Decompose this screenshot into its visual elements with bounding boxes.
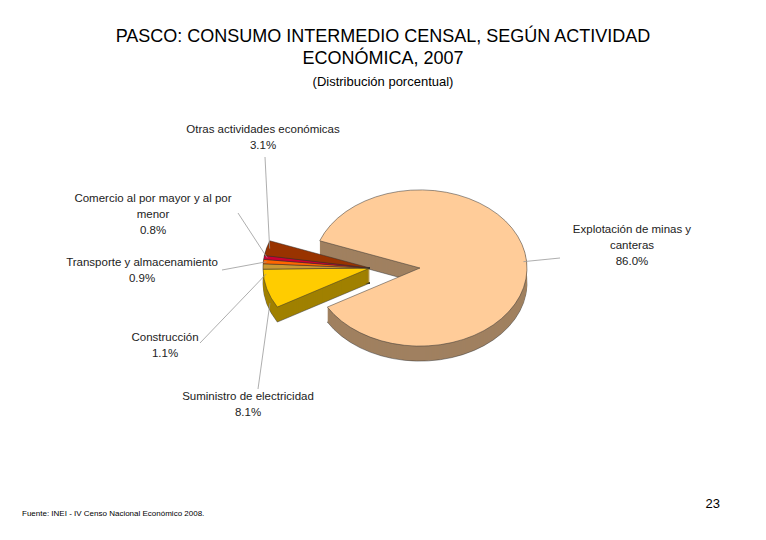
slice-label: Comercio al por mayor y al pormenor xyxy=(74,192,231,220)
labels: Explotación de minas ycanteras 86.0% Sumin… xyxy=(66,123,691,418)
slice-label: Suministro de electricidad xyxy=(182,390,314,402)
plot-area xyxy=(263,190,527,361)
slice xyxy=(264,241,370,268)
value-label: 86.0% xyxy=(616,255,649,267)
chart: PASCO: CONSUMO INTERMEDIO CENSAL, SEGÚN … xyxy=(0,0,766,540)
value-label: 1.1% xyxy=(152,347,178,359)
leader-line xyxy=(222,262,267,270)
leader-line xyxy=(265,157,270,249)
leader-line xyxy=(523,258,560,262)
page-number: 23 xyxy=(706,496,720,511)
value-label: 0.8% xyxy=(140,224,166,236)
pie-slices xyxy=(263,190,527,346)
leader-line xyxy=(258,303,270,389)
value-label: 3.1% xyxy=(250,139,276,151)
subtitle: (Distribución porcentual) xyxy=(313,74,454,89)
leader-line xyxy=(238,213,267,258)
title: PASCO: CONSUMO INTERMEDIO CENSAL, SEGÚN … xyxy=(116,25,651,68)
slice xyxy=(263,268,370,307)
slice-label: Explotación de minas ycanteras xyxy=(573,223,692,251)
leader-line xyxy=(200,274,266,343)
slice-label: Transporte y almacenamiento xyxy=(66,256,218,268)
slice-label: Otras actividades económicas xyxy=(186,123,340,135)
value-label: 0.9% xyxy=(129,272,155,284)
pie-sides xyxy=(263,191,527,361)
source: Fuente: INEI - IV Censo Nacional Económi… xyxy=(22,509,204,518)
slice-label: Construcción xyxy=(131,331,198,343)
value-label: 8.1% xyxy=(235,406,261,418)
